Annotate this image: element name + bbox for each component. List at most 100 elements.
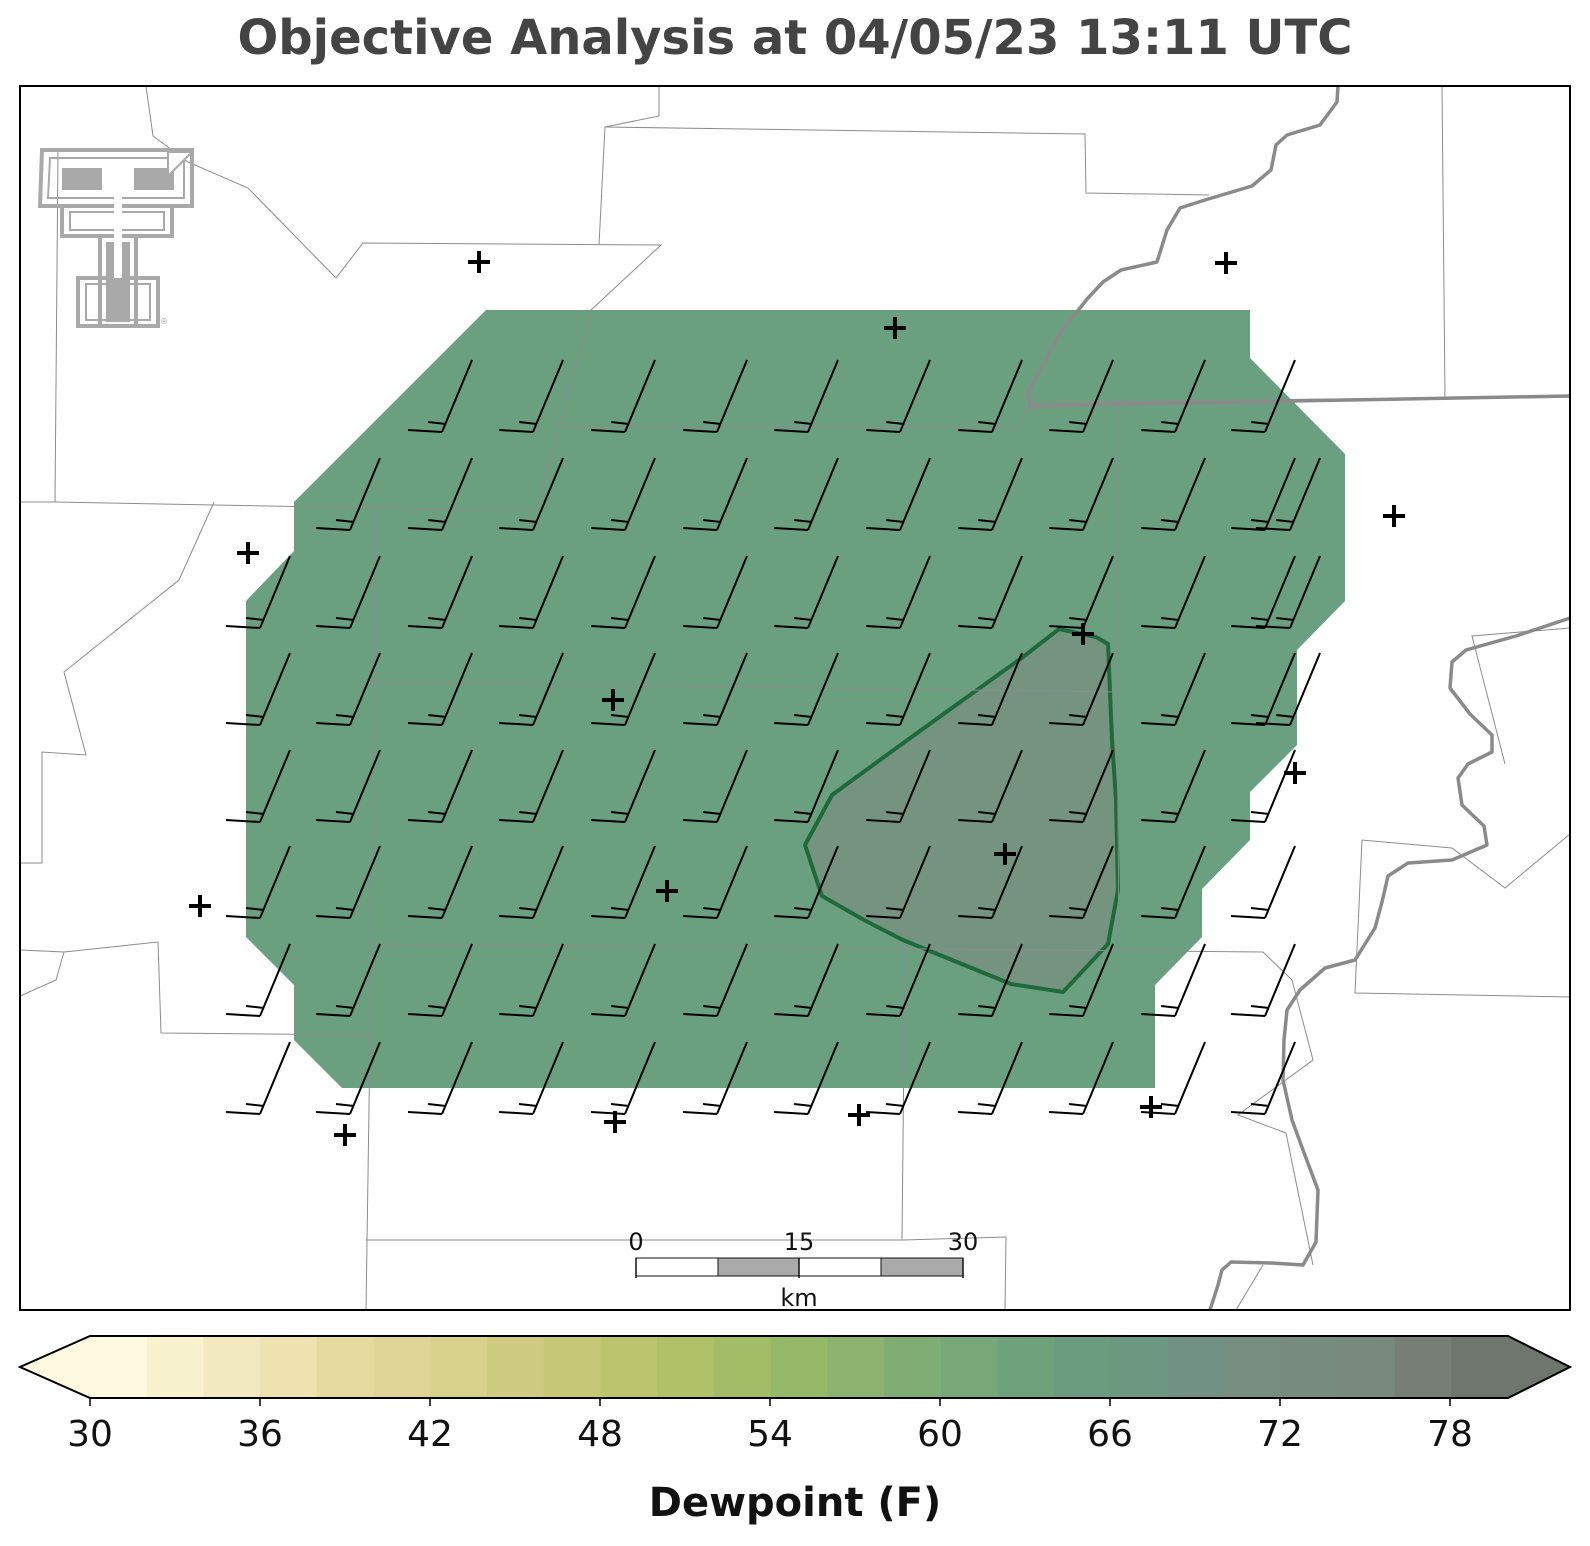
wind-barb-flag — [427, 714, 447, 718]
wind-barb-flag — [610, 421, 630, 425]
colorbar-segment — [1281, 1336, 1339, 1398]
wind-barb-flag — [682, 915, 718, 919]
wind-barb-flag — [977, 714, 997, 718]
wind-barb-flag — [1255, 722, 1291, 726]
wind-barb-flag — [1230, 722, 1266, 726]
wind-barb-flag — [225, 625, 261, 629]
wind-barb-flag — [1068, 421, 1088, 425]
wind-barb-flag — [407, 1013, 443, 1017]
wind-barb-flag — [1230, 1013, 1266, 1017]
wind-barb-flag — [498, 915, 534, 919]
wind-barb-flag — [1250, 519, 1270, 523]
wind-barb-flag — [315, 915, 351, 919]
wind-barb-staff — [716, 652, 748, 726]
wind-barb-flag — [1048, 722, 1084, 726]
wind-barb-staff — [716, 359, 748, 433]
wind-barb-flag — [977, 1103, 997, 1107]
wind-barb-flag — [1140, 429, 1176, 433]
wind-barb-staff — [716, 943, 748, 1017]
wind-barb-flag — [885, 421, 905, 425]
wind-barb-staff — [259, 845, 291, 919]
wind-barb-flag — [1250, 811, 1270, 815]
station-marker — [237, 542, 259, 564]
wind-barb-flag — [1068, 1005, 1088, 1009]
wind-barb-flag — [1048, 625, 1084, 629]
colorbar-tick-label: 66 — [1087, 1414, 1133, 1455]
colorbar-tick-label: 54 — [747, 1414, 793, 1455]
wind-barb-flag — [793, 811, 813, 815]
colorbar-segment — [657, 1336, 715, 1398]
wind-barb-flag — [407, 819, 443, 823]
wind-barb-flag — [1275, 519, 1295, 523]
wind-barb-staff — [807, 1041, 839, 1115]
wind-barb-flag — [702, 714, 722, 718]
wind-barb-flag — [1160, 421, 1180, 425]
wind-barb-flag — [1068, 907, 1088, 911]
colorbar: 30 36 42 48 54 60 66 72 78 — [17, 1335, 1573, 1455]
wind-barb-flag — [518, 714, 538, 718]
station-marker — [884, 317, 906, 339]
wind-barb-flag — [682, 527, 718, 531]
wind-barb-flag — [682, 1013, 718, 1017]
wind-barb-flag — [518, 617, 538, 621]
wind-barb-flag — [427, 811, 447, 815]
station-marker — [656, 880, 678, 902]
colorbar-segment — [1167, 1336, 1225, 1398]
wind-barb-staff — [899, 845, 931, 919]
wind-barb-staff — [1264, 1041, 1296, 1115]
wind-barb-flag — [957, 819, 993, 823]
wind-barb-staff — [532, 359, 564, 433]
wind-barb-staff — [532, 457, 564, 531]
wind-barb-staff — [532, 749, 564, 823]
wind-barb-flag — [682, 819, 718, 823]
wind-barb-flag — [590, 429, 626, 433]
wind-barb-staff — [1082, 749, 1114, 823]
wind-barb-flag — [590, 722, 626, 726]
wind-barb-flag — [773, 819, 809, 823]
wind-barb-flag — [1160, 519, 1180, 523]
colorbar-segment — [1337, 1336, 1396, 1398]
wind-barb-flag — [590, 1013, 626, 1017]
wind-barb-flag — [225, 915, 261, 919]
wind-barb-flag — [793, 421, 813, 425]
wind-barb-flag — [610, 714, 630, 718]
colorbar-segment — [373, 1336, 431, 1398]
wind-barb-staff — [1174, 943, 1206, 1017]
wind-barb-flag — [773, 722, 809, 726]
colorbar-segment — [1054, 1336, 1112, 1398]
wind-barb-flag — [885, 1103, 905, 1107]
wind-barb-staff — [441, 845, 473, 919]
wind-barb-staff — [259, 652, 291, 726]
county-boundaries — [20, 86, 1570, 1310]
colorbar-segment — [146, 1336, 205, 1398]
state-border-river — [1026, 86, 1570, 1310]
wind-barb-staff — [441, 555, 473, 629]
wind-barb-flag — [498, 819, 534, 823]
wind-barb-staff — [441, 359, 473, 433]
wind-barb-flag — [773, 1013, 809, 1017]
wind-barb-flag — [427, 1005, 447, 1009]
colorbar-segment — [940, 1336, 999, 1398]
wind-barb-flag — [407, 722, 443, 726]
wind-barb-flag — [407, 915, 443, 919]
station-marker — [1284, 762, 1306, 784]
wind-barb-flag — [1140, 1013, 1176, 1017]
wind-barb-flag — [498, 429, 534, 433]
wind-barb-flag — [885, 519, 905, 523]
wind-barb-staff — [1264, 749, 1296, 823]
wind-barb-flag — [702, 1103, 722, 1107]
wind-barb-staff — [1264, 943, 1296, 1017]
wind-barb-flag — [610, 519, 630, 523]
wind-barb-flag — [957, 527, 993, 531]
wind-barb-flag — [977, 617, 997, 621]
wind-barb-flag — [682, 625, 718, 629]
wind-barb-flag — [865, 819, 901, 823]
wind-barb-staff — [1264, 457, 1296, 531]
wind-barb-flag — [245, 1103, 265, 1107]
colorbar-segment — [827, 1336, 885, 1398]
wind-barb-flag — [682, 1111, 718, 1115]
wind-barb-flag — [865, 625, 901, 629]
wind-barb-flag — [427, 519, 447, 523]
wind-barb-staff — [991, 652, 1023, 726]
wind-barb-flag — [957, 625, 993, 629]
